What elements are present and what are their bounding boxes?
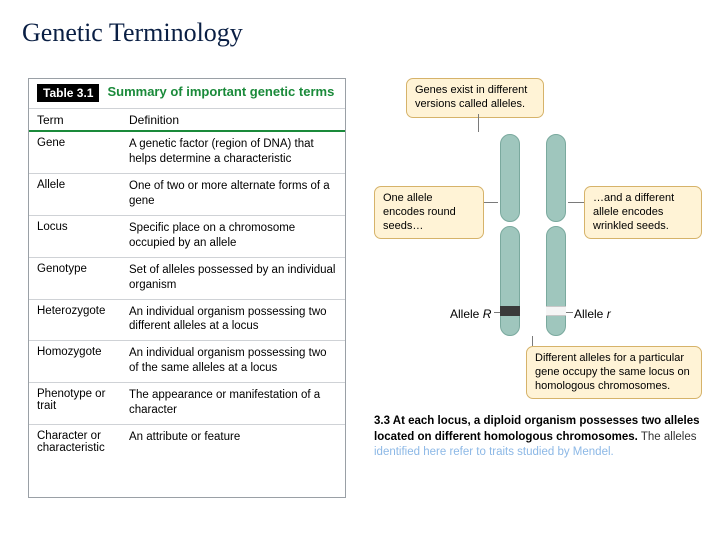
definition-cell: An individual organism possessing two of…	[129, 346, 337, 376]
definition-cell: The appearance or manifestation of a cha…	[129, 388, 337, 418]
leader-line	[484, 202, 498, 203]
chromosome-R-top	[500, 134, 520, 222]
caption-fade: identified here refer to traits studied …	[374, 446, 614, 458]
table-row: Homozygote An individual organism posses…	[29, 341, 345, 383]
figure-number: 3.3	[374, 415, 390, 427]
caption-rest-1: The alleles	[638, 431, 697, 443]
chromosome-r-bottom	[546, 226, 566, 336]
definition-cell: One of two or more alternate forms of a …	[129, 179, 337, 209]
leader-line	[568, 202, 584, 203]
callout-same-locus: Different alleles for a particular gene …	[526, 346, 702, 399]
column-header-definition: Definition	[129, 113, 337, 127]
term-cell: Phenotype or trait	[37, 388, 129, 418]
table-header: Table 3.1 Summary of important genetic t…	[29, 79, 345, 109]
term-cell: Character or characteristic	[37, 430, 129, 454]
definition-cell: A genetic factor (region of DNA) that he…	[129, 137, 337, 167]
table-row: Locus Specific place on a chromosome occ…	[29, 216, 345, 258]
content-area: Table 3.1 Summary of important genetic t…	[0, 48, 720, 498]
allele-band-r	[546, 306, 566, 316]
allele-symbol-r: r	[607, 307, 611, 321]
leader-line	[532, 336, 533, 346]
allele-band-R	[500, 306, 520, 316]
leader-line	[478, 114, 479, 132]
column-header-term: Term	[37, 113, 129, 127]
table-row: Genotype Set of alleles possessed by an …	[29, 258, 345, 300]
allele-label-prefix: Allele	[450, 307, 483, 321]
table-title: Summary of important genetic terms	[107, 84, 334, 100]
table-row: Character or characteristic An attribute…	[29, 425, 345, 460]
term-cell: Homozygote	[37, 346, 129, 376]
callout-wrinkled-seeds: …and a different allele encodes wrinkled…	[584, 186, 702, 239]
callout-round-seeds: One allele encodes round seeds…	[374, 186, 484, 239]
definition-cell: Set of alleles possessed by an individua…	[129, 263, 337, 293]
callout-genes-alleles: Genes exist in different versions called…	[406, 78, 544, 118]
table-badge: Table 3.1	[37, 84, 99, 102]
definition-cell: An individual organism possessing two di…	[129, 305, 337, 335]
chromosome-r-top	[546, 134, 566, 222]
definition-cell: An attribute or feature	[129, 430, 337, 454]
table-row: Allele One of two or more alternate form…	[29, 174, 345, 216]
leader-line	[494, 312, 500, 313]
term-cell: Genotype	[37, 263, 129, 293]
term-cell: Heterozygote	[37, 305, 129, 335]
allele-label-prefix: Allele	[574, 307, 607, 321]
definition-cell: Specific place on a chromosome occupied …	[129, 221, 337, 251]
allele-symbol-R: R	[483, 307, 492, 321]
figure-caption: 3.3 At each locus, a diploid organism po…	[374, 414, 700, 461]
allele-label-r: Allele r	[574, 307, 611, 321]
term-cell: Locus	[37, 221, 129, 251]
terminology-table: Table 3.1 Summary of important genetic t…	[28, 78, 346, 498]
table-row: Phenotype or trait The appearance or man…	[29, 383, 345, 425]
leader-line	[566, 312, 573, 313]
table-row: Gene A genetic factor (region of DNA) th…	[29, 132, 345, 174]
allele-label-R: Allele R	[450, 307, 491, 321]
page-title: Genetic Terminology	[0, 0, 720, 48]
table-row: Heterozygote An individual organism poss…	[29, 300, 345, 342]
table-column-headers: Term Definition	[29, 109, 345, 132]
chromosome-R-bottom	[500, 226, 520, 336]
term-cell: Allele	[37, 179, 129, 209]
chromosome-diagram: Genes exist in different versions called…	[374, 78, 704, 498]
term-cell: Gene	[37, 137, 129, 167]
